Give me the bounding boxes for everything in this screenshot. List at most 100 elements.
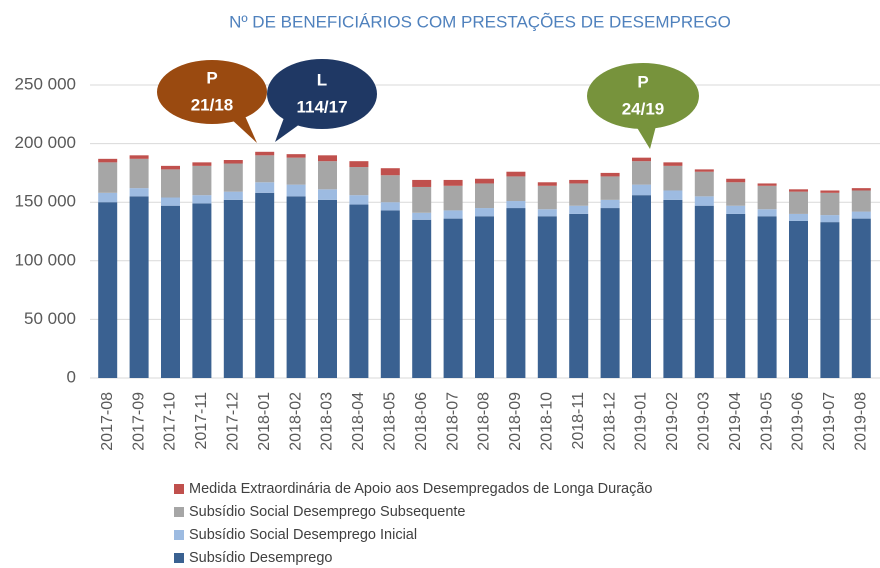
legend-label: Subsídio Desemprego	[189, 550, 332, 566]
bar-segment	[161, 205, 180, 378]
bar-segment	[537, 216, 557, 378]
y-tick-label: 200 000	[15, 133, 76, 152]
x-tick-label: 2018-03	[319, 392, 336, 451]
x-tick-label: 2018-08	[476, 392, 493, 451]
bar-segment	[475, 208, 494, 217]
bar-segment	[380, 168, 400, 176]
bar-segment	[789, 191, 808, 214]
bar-segment	[161, 169, 180, 198]
bar-segment	[380, 175, 400, 203]
x-tick-label: 2019-02	[664, 392, 681, 451]
callout-text: 24/19	[622, 99, 665, 118]
x-tick-label: 2019-06	[790, 392, 807, 451]
bar-segment	[663, 162, 683, 166]
legend-swatch	[174, 530, 184, 540]
bar-segment	[694, 196, 714, 206]
x-tick-label: 2019-03	[696, 392, 713, 451]
callout-text: L	[317, 70, 327, 89]
x-tick-label: 2018-11	[570, 392, 587, 450]
bar-segment	[129, 188, 149, 197]
bar-segment	[98, 192, 118, 203]
x-tick-label: 2018-07	[444, 392, 461, 451]
bar-segment	[475, 216, 494, 378]
bar-segment	[569, 205, 589, 214]
x-tick-label: 2018-04	[350, 392, 367, 451]
x-tick-label: 2017-08	[99, 392, 116, 451]
y-tick-label: 0	[67, 367, 76, 386]
bar-segment	[98, 158, 118, 163]
bar-segment	[412, 212, 432, 220]
x-tick-label: 2018-02	[287, 392, 304, 451]
bar-segment	[789, 189, 808, 192]
bar-segment	[632, 184, 651, 196]
x-tick-label: 2019-08	[853, 392, 870, 451]
bar-segment	[223, 160, 243, 164]
bar-segment	[192, 195, 212, 204]
x-tick-label: 2018-12	[601, 392, 618, 451]
callout-bubble	[157, 60, 267, 124]
legend-label: Subsídio Social Desemprego Inicial	[189, 527, 417, 543]
bar-segment	[757, 209, 777, 217]
callout-text: 114/17	[296, 97, 347, 116]
bar-segment	[600, 172, 620, 177]
callout-tail	[636, 126, 656, 149]
callout-text: P	[637, 72, 648, 91]
bar-segment	[663, 165, 683, 191]
callout-bubble	[267, 59, 377, 129]
x-tick-label: 2017-10	[162, 392, 179, 451]
bar-segment	[349, 204, 369, 378]
bar-segment	[223, 199, 243, 378]
bar-segment	[443, 218, 463, 378]
x-tick-label: 2019-05	[758, 392, 775, 451]
callout-text: P	[206, 68, 217, 87]
bar-segment	[223, 163, 243, 192]
bar-segment	[129, 158, 149, 189]
bar-segment	[255, 192, 275, 378]
bar-segment	[98, 202, 118, 378]
bar-segment	[255, 151, 275, 156]
bar-segment	[632, 161, 651, 185]
bar-segment	[255, 155, 275, 183]
bar-segment	[412, 219, 432, 378]
legend-label: Medida Extraordinária de Apoio aos Desem…	[189, 481, 653, 497]
bar-segment	[192, 165, 212, 196]
x-tick-label: 2018-09	[507, 392, 524, 451]
y-tick-label: 250 000	[15, 74, 76, 93]
bar-segment	[349, 195, 369, 205]
bar-segment	[380, 210, 400, 378]
y-tick-label: 100 000	[15, 250, 76, 269]
bar-segment	[851, 188, 871, 191]
x-tick-label: 2018-10	[539, 392, 556, 451]
x-tick-label: 2017-11	[193, 392, 210, 450]
bar-segment	[443, 179, 463, 186]
bar-segment	[569, 183, 589, 206]
bar-segment	[569, 179, 589, 184]
bar-segment	[757, 216, 777, 378]
callout-text: 21/18	[191, 95, 234, 114]
bar-segment	[380, 202, 400, 211]
bar-segment	[600, 199, 620, 209]
chart-title: Nº DE BENEFICIÁRIOS COM PRESTAÇÕES DE DE…	[229, 12, 731, 31]
legend-swatch	[174, 553, 184, 563]
bar-segment	[286, 184, 306, 197]
bar-segment	[757, 183, 777, 186]
bar-segment	[318, 189, 337, 200]
callout: L 114/17	[267, 59, 377, 142]
bar-segment	[537, 185, 557, 210]
bar-segment	[349, 167, 369, 196]
bar-segment	[443, 210, 463, 219]
bar-segment	[98, 162, 118, 193]
bar-segment	[318, 199, 337, 378]
bar-segment	[632, 195, 651, 378]
bar-segment	[286, 196, 306, 378]
bar-segment	[412, 186, 432, 213]
bar-segment	[632, 157, 651, 162]
x-tick-label: 2019-01	[633, 392, 650, 451]
bar-segment	[255, 182, 275, 193]
x-tick-label: 2019-07	[821, 392, 838, 451]
bar-segment	[820, 215, 840, 223]
bar-segment	[318, 155, 337, 162]
bar-segment	[694, 205, 714, 378]
bar-segment	[726, 205, 746, 214]
bar-segment	[820, 192, 840, 216]
